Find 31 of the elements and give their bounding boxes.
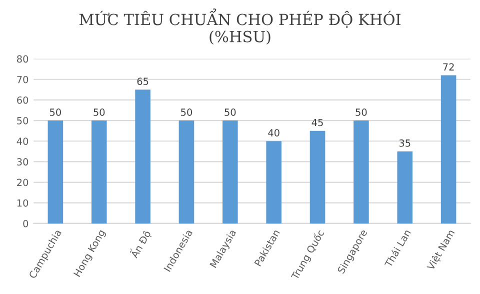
y-tick-label: 50 [17, 117, 28, 124]
chart-title: MỨC TIÊU CHUẨN CHO PHÉP ĐỘ KHÓI (%HSU) [79, 8, 400, 45]
y-tick-label: 10 [17, 199, 28, 207]
data-label: 50 [50, 108, 61, 116]
x-tick-label: Ấn Độ [128, 228, 152, 260]
y-tick-label: 0 [23, 220, 28, 228]
y-tick-label: 40 [16, 138, 28, 145]
data-label: 65 [137, 78, 148, 86]
data-label: 45 [312, 118, 323, 126]
data-label: 50 [356, 108, 367, 116]
bar [397, 151, 413, 224]
data-label: 40 [268, 129, 280, 136]
data-label: 50 [224, 108, 236, 116]
bar [48, 120, 64, 224]
bar [354, 120, 369, 224]
data-label: 35 [399, 139, 410, 147]
data-label: 72 [443, 63, 454, 70]
bar [222, 120, 238, 224]
y-tick-label: 30 [17, 158, 28, 166]
data-label: 50 [94, 108, 105, 116]
y-tick-label: 70 [17, 76, 28, 84]
bar [440, 75, 456, 224]
bar [135, 90, 150, 224]
bar [178, 120, 194, 224]
bar [310, 130, 326, 224]
y-tick-label: 20 [17, 178, 28, 186]
y-tick-label: 60 [17, 96, 28, 104]
data-label: 50 [181, 108, 192, 116]
bar [266, 141, 282, 224]
bar [91, 120, 107, 224]
y-tick-label: 80 [17, 55, 28, 63]
